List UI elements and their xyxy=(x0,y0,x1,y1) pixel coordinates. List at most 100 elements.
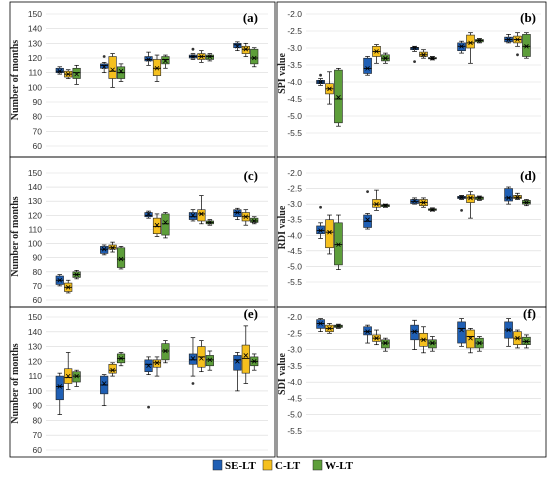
box-c-lt-1 xyxy=(325,323,334,334)
box-c-lt-4 xyxy=(466,191,475,219)
mean-marker xyxy=(336,242,341,247)
mean-marker xyxy=(65,71,71,77)
box-c-lt-3 xyxy=(419,49,428,59)
box-c-lt-3 xyxy=(419,197,428,208)
outlier-point xyxy=(147,405,150,409)
mean-marker xyxy=(412,45,417,51)
mean-marker xyxy=(235,43,240,49)
box-se-lt-2 xyxy=(363,324,372,344)
mean-marker xyxy=(190,213,196,218)
y-tick-label: 60 xyxy=(33,141,43,151)
box-w-lt-5 xyxy=(522,199,531,207)
box-c-lt-2 xyxy=(372,329,381,346)
mean-marker xyxy=(412,329,417,334)
y-tick-label: -4.0 xyxy=(287,77,302,87)
y-tick-label: -5.0 xyxy=(287,261,302,271)
box-c-lt-5 xyxy=(241,42,250,57)
y-tick-label: 90 xyxy=(33,401,43,411)
y-tick-label: 80 xyxy=(33,112,43,122)
panel-f: -5.5 -5.0 -4.5 -4.0 -3.5 -3.0 -2.5 -2.0 SDI valu… xyxy=(276,306,547,458)
y-tick-label: -5.5 xyxy=(287,277,302,287)
mean-marker xyxy=(468,195,473,201)
mean-marker xyxy=(199,54,204,59)
box-se-lt-3 xyxy=(144,356,153,409)
box-c-lt-2 xyxy=(108,53,117,88)
box-body xyxy=(108,363,117,374)
box-body xyxy=(188,353,198,365)
box-w-lt-2 xyxy=(116,246,126,270)
box-c-lt-5 xyxy=(513,32,522,57)
box-body xyxy=(55,375,64,401)
y-tick-label: 150 xyxy=(28,9,42,19)
box-c-lt-5 xyxy=(241,325,250,384)
mean-marker xyxy=(199,356,204,361)
box-c-lt-1 xyxy=(325,214,334,255)
mean-marker xyxy=(207,357,213,363)
mean-marker xyxy=(118,356,124,361)
box-se-lt-3 xyxy=(144,51,153,66)
box-se-lt-5 xyxy=(504,34,513,44)
mean-marker xyxy=(146,211,151,217)
outlier-point xyxy=(191,382,195,385)
mean-marker xyxy=(468,335,473,341)
outlier-point xyxy=(366,190,369,194)
mean-marker xyxy=(190,356,196,361)
y-tick-label: -5.0 xyxy=(287,111,302,121)
box-body xyxy=(233,43,242,49)
mean-marker xyxy=(65,285,71,290)
mean-marker xyxy=(459,44,464,49)
y-axis-label: Number of months xyxy=(10,40,21,120)
box-body xyxy=(410,324,419,341)
mean-marker xyxy=(57,384,63,389)
box-se-lt-4 xyxy=(188,47,198,60)
mean-marker xyxy=(336,323,341,329)
mean-marker xyxy=(163,58,168,64)
box-se-lt-2 xyxy=(363,56,372,76)
y-tick-label: -3.5 xyxy=(287,215,302,225)
mean-marker xyxy=(327,326,332,331)
box-se-lt-4 xyxy=(457,40,466,54)
y-axis-label: RDI value xyxy=(277,205,288,249)
panel-label: (c) xyxy=(244,168,258,183)
box-body xyxy=(334,222,343,266)
mean-marker xyxy=(327,229,332,235)
legend-label: SE-LT xyxy=(225,460,256,472)
mean-marker xyxy=(421,200,426,205)
y-tick-label: 110 xyxy=(28,224,42,234)
mean-marker xyxy=(65,373,71,379)
mean-marker xyxy=(207,54,213,59)
mean-marker xyxy=(251,55,257,61)
mean-marker xyxy=(74,373,79,379)
box-w-lt-4 xyxy=(475,336,484,352)
y-tick-label: -2.0 xyxy=(287,312,302,322)
y-tick-label: -5.5 xyxy=(287,426,302,436)
mean-marker xyxy=(430,340,435,346)
mean-marker xyxy=(459,195,464,200)
box-se-lt-2 xyxy=(100,244,109,256)
mean-marker xyxy=(163,220,168,225)
mean-marker xyxy=(118,256,124,262)
box-body xyxy=(161,343,170,361)
box-body xyxy=(108,56,117,79)
box-body xyxy=(161,56,170,65)
mean-marker xyxy=(251,359,257,364)
mean-marker xyxy=(506,195,511,201)
box-se-lt-1 xyxy=(316,73,325,86)
box-c-lt-2 xyxy=(372,189,381,211)
box-w-lt-1 xyxy=(72,369,81,387)
box-body xyxy=(457,321,466,344)
y-tick-label: -3.5 xyxy=(287,60,302,70)
box-se-lt-2 xyxy=(100,374,109,407)
box-w-lt-3 xyxy=(428,207,437,213)
box-body xyxy=(233,355,242,371)
box-body xyxy=(466,194,475,203)
box-body xyxy=(100,63,109,69)
mean-marker xyxy=(374,49,379,54)
box-body xyxy=(522,34,531,57)
box-c-lt-2 xyxy=(108,362,117,377)
box-body xyxy=(205,54,214,60)
mean-marker xyxy=(336,95,341,100)
y-tick-label: 110 xyxy=(28,68,42,78)
mean-marker xyxy=(459,327,464,333)
box-body xyxy=(144,56,153,62)
